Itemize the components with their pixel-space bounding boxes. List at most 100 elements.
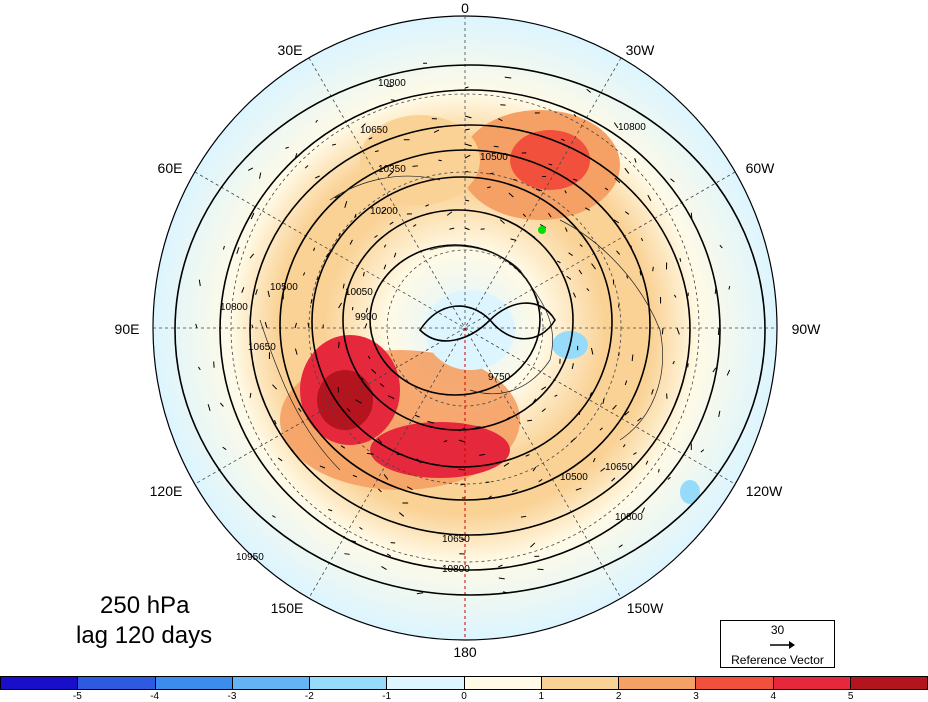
wind-vector [464,143,472,147]
wind-vector [637,417,642,422]
title-level: 250 hPa [100,592,190,619]
wind-vector [381,565,387,570]
wind-vector [393,252,397,258]
wind-vector [433,129,440,133]
wind-vector [525,454,530,457]
wind-vector [679,258,682,262]
wind-vectors [195,62,731,595]
colorbar-tick-label: -2 [304,691,314,702]
wind-vector [538,479,543,483]
wind-vector [714,288,717,294]
reference-vector-box: 30 Reference Vector [720,620,835,668]
contour-label: 10500 [480,152,508,163]
wind-vector [532,466,537,472]
wind-vector [541,386,547,391]
coastlines [259,175,663,471]
colorbar-tick-label: -4 [150,691,160,702]
wind-vector [383,244,387,248]
lon-label-0: 0 [461,0,469,16]
wind-vector [277,457,283,462]
wind-vector [508,192,514,198]
wind-vector [522,213,527,217]
wind-vector [548,212,552,218]
colorbar [0,676,928,690]
wind-vector [354,213,357,218]
wind-vector [531,235,536,238]
wind-vector [285,146,289,149]
wind-vector [566,275,572,280]
wind-vector [291,449,294,453]
wind-vector [222,245,225,250]
wind-vector [572,292,577,298]
reference-vector-value: 30 [770,623,785,637]
wind-vector [460,483,466,486]
wind-vector [362,272,365,277]
wind-vector [718,410,721,417]
wind-vector [416,592,424,595]
wind-vector [364,323,368,329]
wind-vector [247,167,254,171]
wind-vector [712,367,717,373]
wind-vector [622,444,626,448]
wind-vector [377,438,382,444]
wind-vector [250,212,255,220]
wind-vector [586,288,590,292]
wind-vector [726,369,731,376]
colorbar-swatch [541,676,619,690]
contour-label: 10350 [378,164,406,175]
wind-vector [676,327,680,335]
wind-vector [489,172,494,175]
wind-vector [511,489,518,493]
reference-vector-label: Reference Vector [731,653,824,667]
wind-vector [332,143,337,146]
wind-vector [425,204,430,207]
colorbar-swatch [387,676,465,690]
contour-label: 10800 [220,302,248,313]
lon-label-120w: 120W [745,483,783,499]
wind-vector [554,394,558,397]
wind-vector [719,244,723,249]
colorbar-tick-label: -5 [72,691,82,702]
anomaly-warm-europe [360,115,480,205]
wind-vector [302,272,306,276]
wind-vector [249,253,255,259]
wind-vector [498,577,505,580]
wind-vector [639,271,642,276]
lon-label-150e: 150E [270,600,304,616]
wind-vector [381,208,387,214]
wind-vector [493,145,499,148]
colorbar-tick-label: 3 [693,691,699,702]
wind-vector [573,178,578,181]
colorbar-swatch [232,676,310,690]
wind-vector [222,446,227,451]
wind-vector [502,591,508,594]
wind-vector [294,348,298,355]
wind-vector [294,153,298,159]
colorbar-tick-label: -1 [382,691,392,702]
wind-vector [717,327,720,335]
contour-label: 10950 [236,552,264,563]
wind-vector [412,224,417,227]
contour-label: 10800 [615,512,643,523]
wind-vector [498,564,503,568]
colorbar-swatch [619,676,697,690]
wind-vector [315,119,318,123]
wind-vector [272,515,276,518]
wind-vector [652,266,654,272]
wind-vector [586,88,592,93]
wind-vector [672,360,675,365]
wind-vector [626,275,629,279]
wind-vector [658,468,660,473]
wind-vector [328,509,333,512]
wind-vector [346,408,351,412]
wind-vector [506,416,511,420]
wind-vector [624,380,628,386]
wind-vector [624,211,630,215]
wind-vector [307,322,310,329]
wind-vector [371,368,377,374]
wind-vector [670,178,675,183]
contour-label: 9900 [355,312,378,323]
anomaly-cold-pole [425,290,515,370]
anomaly-core-east-asia [317,370,373,430]
wind-vector [273,420,277,425]
